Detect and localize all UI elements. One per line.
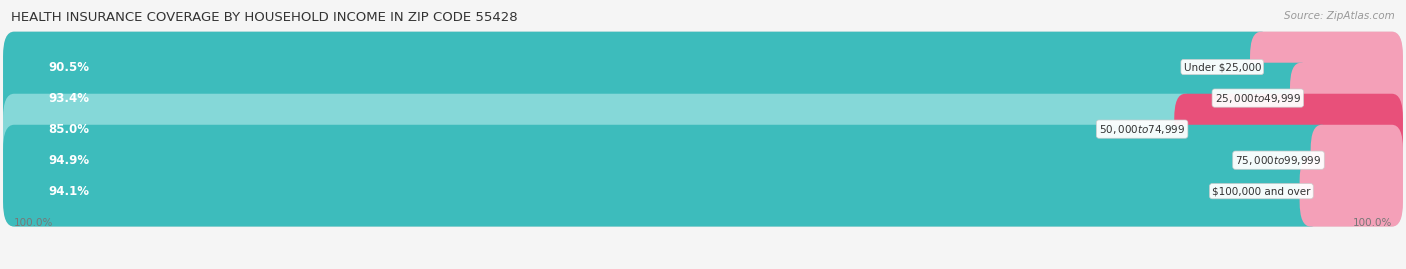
Text: HEALTH INSURANCE COVERAGE BY HOUSEHOLD INCOME IN ZIP CODE 55428: HEALTH INSURANCE COVERAGE BY HOUSEHOLD I… [11,11,517,24]
Legend: With Coverage, Without Coverage: With Coverage, Without Coverage [574,266,832,269]
FancyBboxPatch shape [1250,32,1403,102]
FancyBboxPatch shape [3,63,1403,133]
Text: $75,000 to $99,999: $75,000 to $99,999 [1236,154,1322,167]
FancyBboxPatch shape [1289,63,1403,133]
Text: 100.0%: 100.0% [14,218,53,228]
FancyBboxPatch shape [1310,125,1403,196]
FancyBboxPatch shape [3,125,1403,196]
Text: 94.1%: 94.1% [48,185,90,198]
Text: $100,000 and over: $100,000 and over [1212,186,1310,196]
Text: 85.0%: 85.0% [48,123,90,136]
Text: 94.9%: 94.9% [48,154,90,167]
Text: $50,000 to $74,999: $50,000 to $74,999 [1099,123,1185,136]
Text: 90.5%: 90.5% [48,61,90,73]
Text: Under $25,000: Under $25,000 [1184,62,1261,72]
FancyBboxPatch shape [3,32,1272,102]
FancyBboxPatch shape [3,156,1322,226]
FancyBboxPatch shape [1174,94,1403,165]
FancyBboxPatch shape [3,156,1403,226]
FancyBboxPatch shape [3,94,1403,165]
Text: Source: ZipAtlas.com: Source: ZipAtlas.com [1284,11,1395,21]
FancyBboxPatch shape [3,63,1312,133]
FancyBboxPatch shape [1299,156,1403,226]
Text: 93.4%: 93.4% [48,91,90,105]
Text: $25,000 to $49,999: $25,000 to $49,999 [1215,91,1301,105]
FancyBboxPatch shape [3,32,1403,102]
FancyBboxPatch shape [3,125,1333,196]
FancyBboxPatch shape [3,94,1197,165]
Text: 100.0%: 100.0% [1353,218,1392,228]
